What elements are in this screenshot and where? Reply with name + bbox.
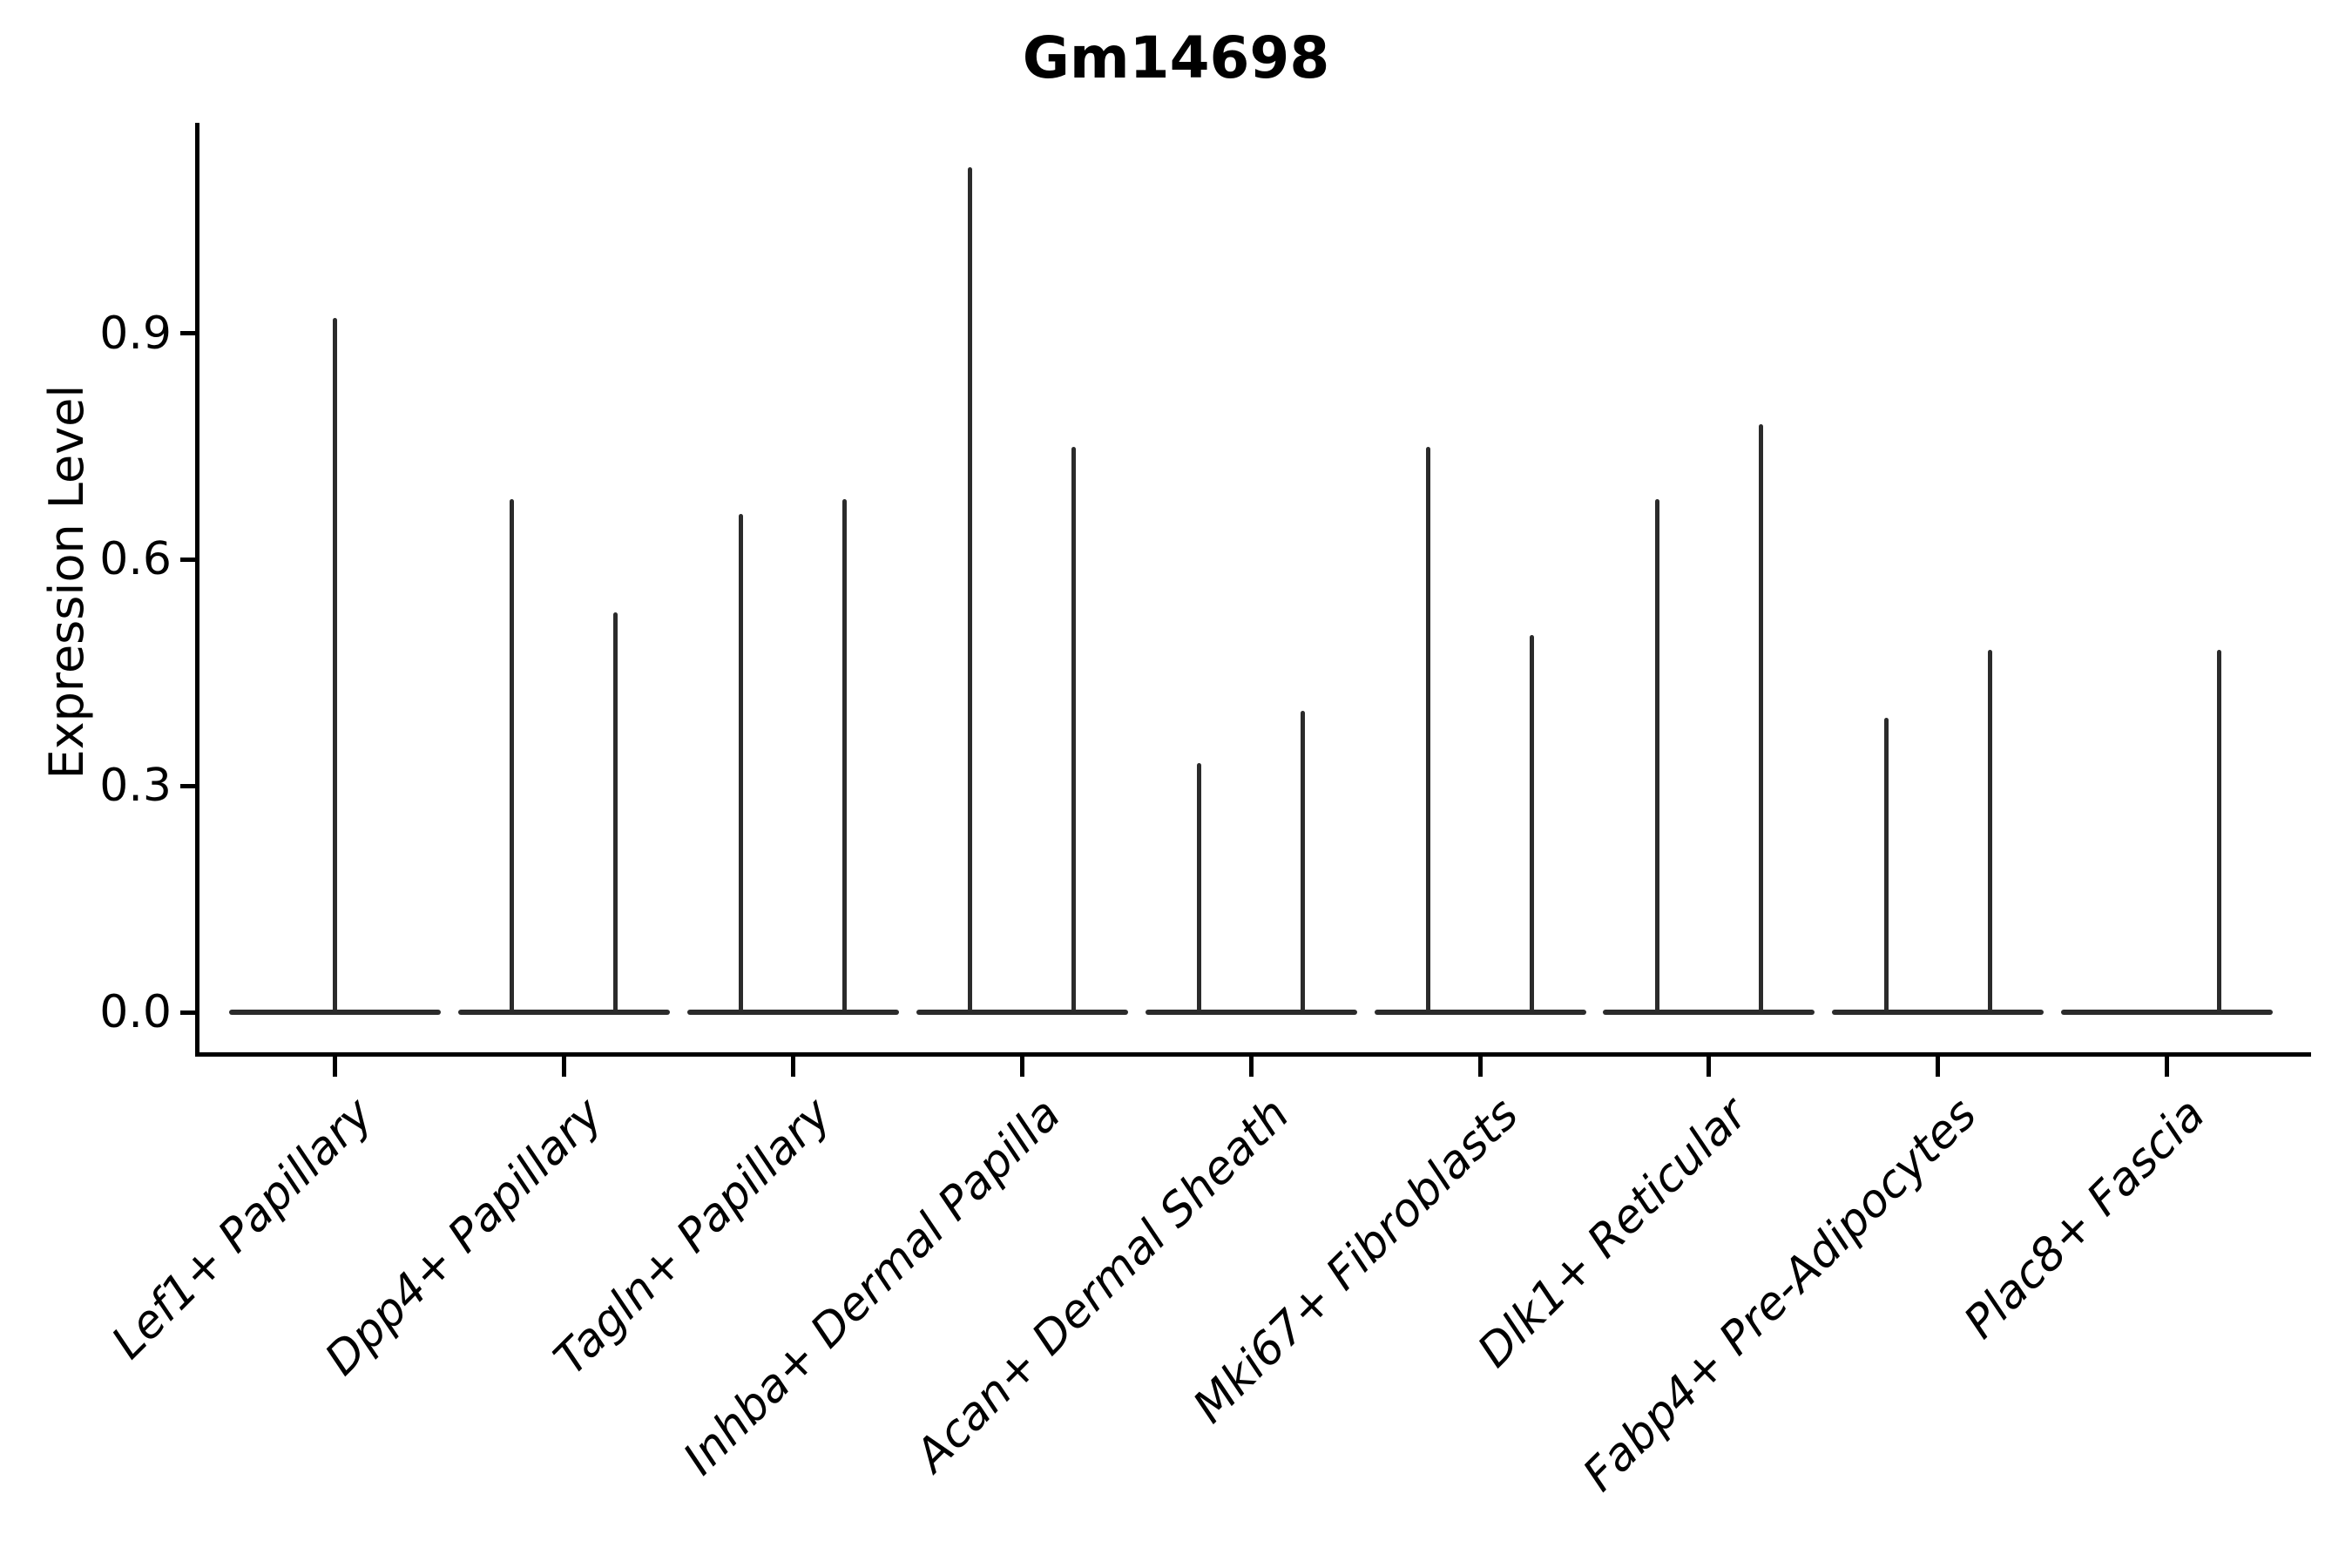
- violin-baseline: [1374, 1010, 1586, 1015]
- violin-spike: [613, 612, 618, 1015]
- x-tick: [790, 1057, 795, 1077]
- x-tick: [1707, 1057, 1712, 1077]
- violin-spike: [1197, 763, 1202, 1015]
- x-tick-label: Inhba+ Dermal Papilla: [673, 1088, 1071, 1485]
- violin-baseline: [686, 1010, 899, 1015]
- violin-baseline: [1603, 1010, 1815, 1015]
- x-tick: [2165, 1057, 2170, 1077]
- violin-baseline: [1145, 1010, 1357, 1015]
- violin-spike: [1071, 446, 1077, 1015]
- y-axis-label: Expression Level: [39, 384, 94, 780]
- y-tick: [180, 331, 195, 336]
- y-tick-label: 0.0: [99, 986, 172, 1038]
- violin-spike: [968, 167, 973, 1015]
- x-tick-label: Fabp4+ Pre-Adipocytes: [1572, 1088, 1987, 1502]
- violin-baseline: [916, 1010, 1128, 1015]
- violin-spike: [1530, 635, 1534, 1015]
- x-tick-label: Acan+ Dermal Sheath: [905, 1088, 1300, 1483]
- violin-spike: [1987, 650, 1992, 1015]
- x-tick: [561, 1057, 566, 1077]
- violin-spike: [1426, 446, 1430, 1015]
- y-tick-label: 0.9: [99, 307, 172, 360]
- y-tick: [180, 783, 195, 788]
- violin-baseline: [457, 1010, 670, 1015]
- violin-spike: [739, 514, 744, 1015]
- x-tick-label: Plac8+ Fascia: [1955, 1088, 2216, 1349]
- violin-spike: [2216, 650, 2221, 1015]
- x-tick: [1477, 1057, 1483, 1077]
- x-tick: [1019, 1057, 1024, 1077]
- violin-baseline: [1832, 1010, 2044, 1015]
- y-axis-spine: [195, 123, 199, 1057]
- violin-spike: [1883, 718, 1889, 1015]
- y-tick: [180, 1010, 195, 1015]
- x-axis-spine: [195, 1052, 2311, 1057]
- violin-spike: [1301, 710, 1306, 1015]
- violin-spike: [1654, 499, 1659, 1015]
- violin-spike: [842, 499, 848, 1015]
- x-tick: [1248, 1057, 1254, 1077]
- x-tick: [333, 1057, 337, 1077]
- violin-spike: [333, 318, 337, 1015]
- violin-spike: [1758, 423, 1763, 1015]
- y-tick-label: 0.6: [99, 533, 172, 586]
- violin-spike: [510, 499, 515, 1015]
- y-tick-label: 0.3: [99, 760, 172, 813]
- x-tick: [1936, 1057, 1941, 1077]
- y-tick: [180, 557, 195, 562]
- violin-baseline: [2061, 1010, 2274, 1015]
- chart-title: Gm14698: [1022, 24, 1330, 91]
